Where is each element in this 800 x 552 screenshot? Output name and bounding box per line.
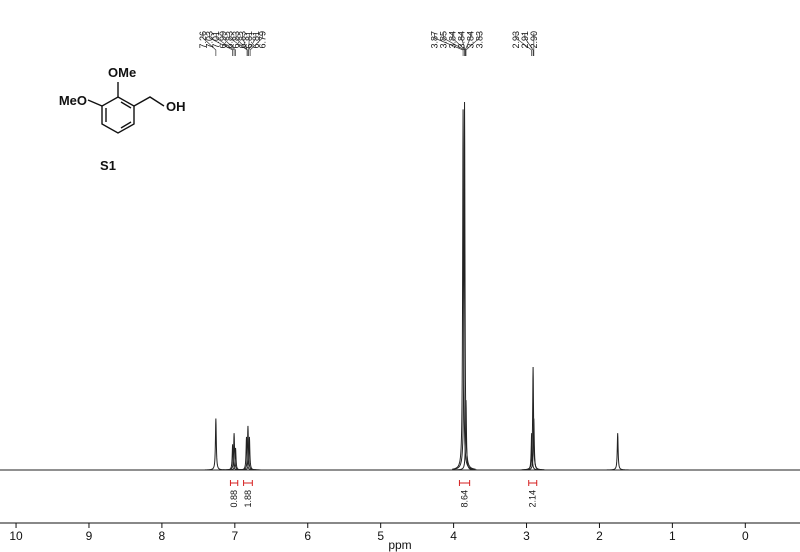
- peak-label: 3.84: [465, 31, 475, 49]
- peak-label: 3.84: [456, 31, 466, 49]
- integral-bracket: [243, 480, 253, 486]
- peak-label: 2.93: [511, 31, 521, 49]
- peak-leader: [215, 33, 235, 56]
- peak-leader: [524, 33, 534, 56]
- peak-label: 3.87: [429, 31, 439, 49]
- integral-label: 0.88: [229, 490, 239, 508]
- peak-label: 3.85: [438, 31, 448, 49]
- ring: [101, 96, 135, 134]
- integral-bracket: [229, 480, 239, 486]
- structure-label: MeO: [59, 93, 87, 108]
- peak-label: 7.03: [205, 31, 215, 49]
- integral-label: 1.88: [243, 490, 253, 508]
- peak-label: 6.81: [251, 31, 261, 49]
- peak: [238, 436, 261, 471]
- x-tick-label: 6: [304, 529, 311, 543]
- peak-leader: [202, 33, 217, 56]
- peak: [606, 433, 629, 471]
- x-tick-label: 8: [159, 529, 166, 543]
- bond: [87, 99, 103, 107]
- x-tick-label: 5: [377, 529, 384, 543]
- peak-label: 7.01: [211, 31, 221, 49]
- integral-label: 2.14: [528, 490, 538, 508]
- peak-label: 6.83: [231, 31, 241, 49]
- structure: [87, 82, 165, 134]
- bond: [133, 96, 165, 107]
- peak-leader: [249, 33, 263, 56]
- integral-label: 8.64: [460, 490, 470, 508]
- x-tick-label: 4: [450, 529, 457, 543]
- peak-label: 2.91: [520, 31, 530, 49]
- peak-label: 6.99: [218, 31, 228, 49]
- peak: [204, 418, 227, 471]
- structure-label: OH: [166, 99, 186, 114]
- x-tick-label: 9: [86, 529, 93, 543]
- x-tick-label: 0: [742, 529, 749, 543]
- peak: [453, 101, 476, 470]
- peak-leader: [464, 33, 471, 56]
- peak: [455, 400, 477, 471]
- double-bond: [120, 121, 132, 129]
- peak-leader: [222, 33, 236, 56]
- x-tick-label: 3: [523, 529, 530, 543]
- x-axis-label: ppm: [388, 538, 411, 552]
- peak-leader: [465, 33, 480, 56]
- integral-bracket: [458, 480, 471, 486]
- structure-label: OMe: [108, 65, 136, 80]
- peak-leader: [443, 33, 465, 56]
- peak-leader: [248, 33, 257, 56]
- peak: [522, 418, 545, 471]
- peak-leader: [434, 33, 464, 56]
- x-tick-label: 2: [596, 529, 603, 543]
- peak-label: 6.79: [257, 31, 267, 49]
- peak-leader: [515, 33, 532, 56]
- x-tick-label: 10: [9, 529, 23, 543]
- peak-leader: [209, 33, 233, 56]
- peak-label: 3.84: [447, 31, 457, 49]
- peak-label: 6.83: [224, 31, 234, 49]
- compound-name: S1: [100, 158, 116, 173]
- peak-label: 7.26: [198, 31, 208, 49]
- x-tick-label: 1: [669, 529, 676, 543]
- x-tick-label: 7: [231, 529, 238, 543]
- peak-label: 6.83: [238, 31, 248, 49]
- peak-leader: [242, 33, 248, 56]
- peak-label: 3.83: [474, 31, 484, 49]
- integral-bracket: [528, 480, 538, 486]
- double-bond: [120, 101, 132, 109]
